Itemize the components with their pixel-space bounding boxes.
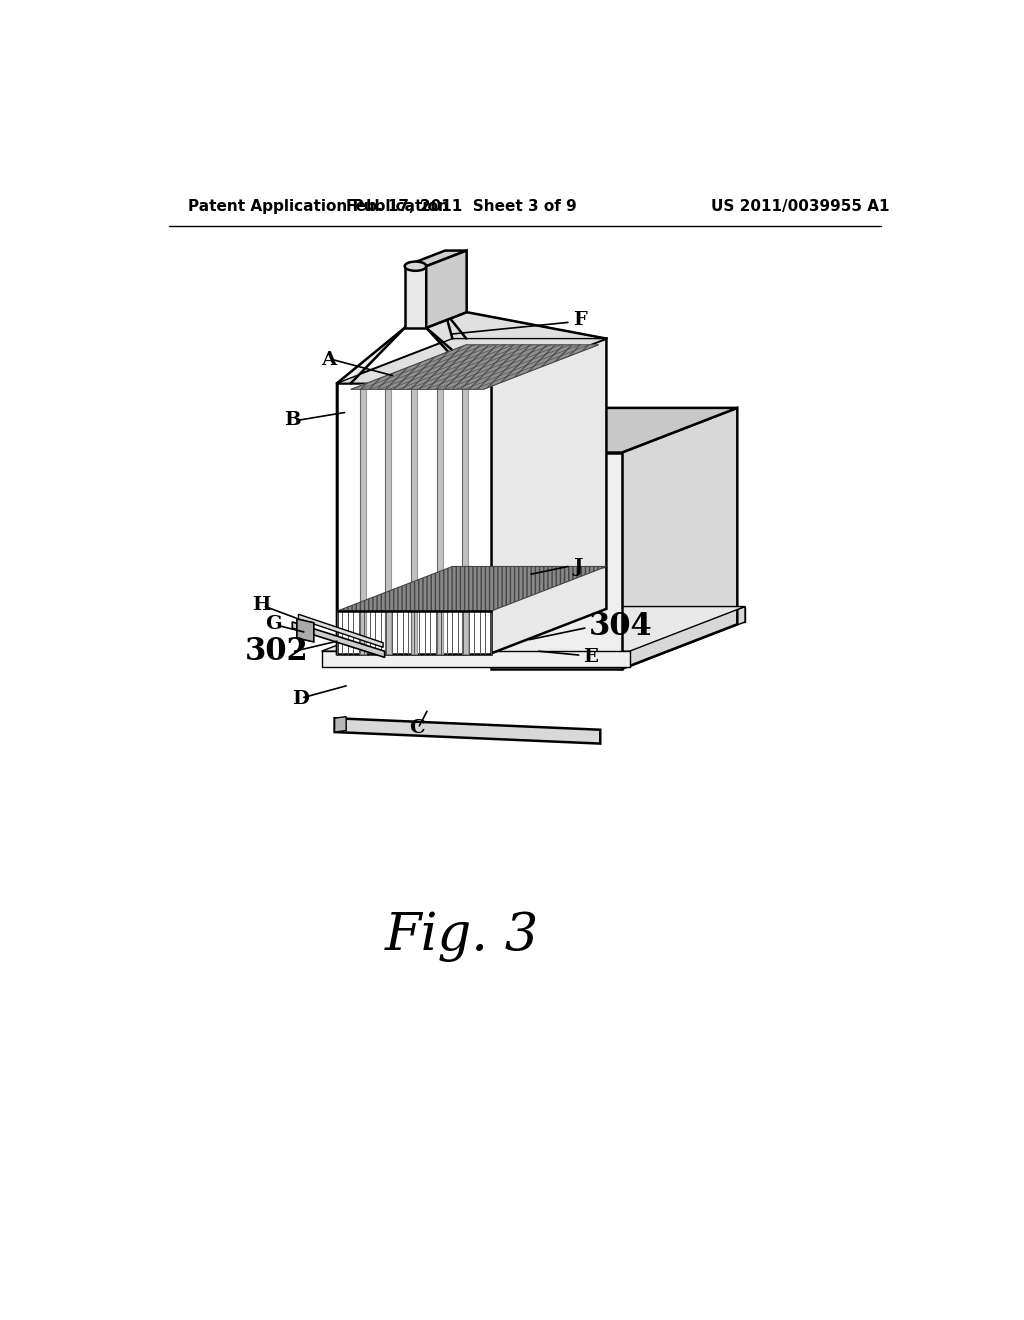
Polygon shape — [359, 383, 366, 653]
Text: Patent Application Publication: Patent Application Publication — [188, 198, 450, 214]
Polygon shape — [437, 607, 745, 622]
Text: Feb. 17, 2011  Sheet 3 of 9: Feb. 17, 2011 Sheet 3 of 9 — [346, 198, 578, 214]
Polygon shape — [436, 383, 442, 653]
Polygon shape — [411, 383, 417, 653]
Text: F: F — [573, 312, 587, 329]
Polygon shape — [322, 651, 630, 667]
Polygon shape — [385, 383, 391, 653]
Polygon shape — [351, 345, 599, 389]
Polygon shape — [462, 383, 468, 653]
Polygon shape — [297, 619, 313, 642]
Polygon shape — [292, 622, 385, 657]
Polygon shape — [630, 607, 745, 667]
Text: E: E — [584, 648, 598, 667]
Text: 304: 304 — [589, 611, 652, 642]
Ellipse shape — [404, 261, 426, 271]
Text: US 2011/0039955 A1: US 2011/0039955 A1 — [712, 198, 890, 214]
Text: J: J — [573, 557, 583, 576]
Polygon shape — [337, 383, 490, 653]
Polygon shape — [622, 408, 737, 669]
Polygon shape — [426, 312, 606, 383]
Polygon shape — [490, 453, 622, 669]
Polygon shape — [426, 251, 467, 327]
Text: A: A — [322, 351, 337, 370]
Text: C: C — [410, 719, 425, 737]
Text: G: G — [265, 615, 282, 634]
Polygon shape — [337, 339, 453, 653]
Polygon shape — [337, 339, 606, 383]
Polygon shape — [490, 339, 606, 653]
Text: H: H — [252, 597, 270, 614]
Text: B: B — [285, 412, 301, 429]
Polygon shape — [335, 717, 346, 733]
Polygon shape — [298, 614, 383, 647]
Polygon shape — [337, 566, 606, 611]
Text: 302: 302 — [245, 636, 308, 667]
Polygon shape — [337, 327, 404, 383]
Polygon shape — [335, 718, 600, 743]
Text: D: D — [292, 690, 309, 708]
Text: Fig. 3: Fig. 3 — [385, 911, 539, 961]
Polygon shape — [404, 267, 426, 327]
Polygon shape — [404, 251, 467, 267]
Polygon shape — [322, 607, 745, 651]
Polygon shape — [490, 408, 737, 453]
